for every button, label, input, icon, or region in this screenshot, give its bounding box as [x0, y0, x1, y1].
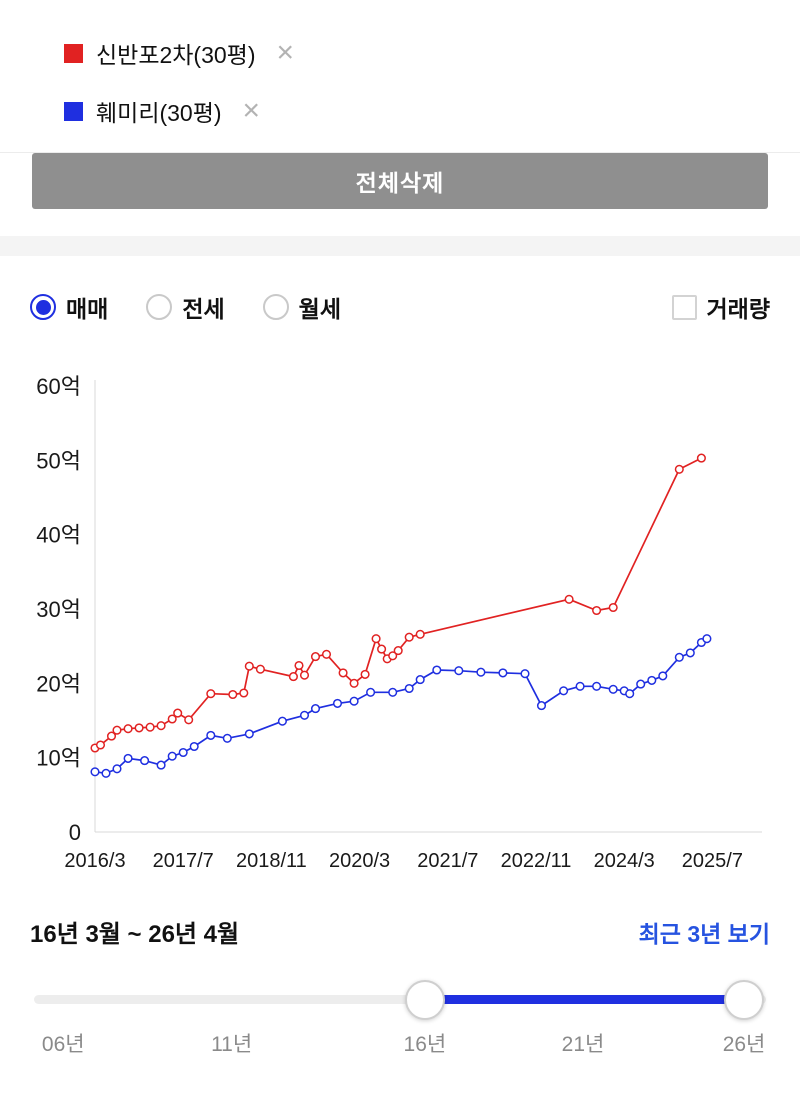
trade-type-controls: 매매 전세 월세 거래량 — [0, 256, 800, 348]
recent-3-years-link[interactable]: 최근 3년 보기 — [638, 920, 770, 947]
remove-series-icon[interactable]: × — [276, 36, 295, 69]
slider-tick-label: 16년 — [403, 1033, 447, 1056]
slider-tick-labels: 06년 11년 16년 21년 26년 — [34, 1028, 766, 1056]
radio-unselected-icon — [262, 294, 289, 320]
svg-text:40억: 40억 — [36, 523, 81, 548]
radio-option-jeonse[interactable]: 전세 — [146, 290, 225, 324]
slider-handle-left[interactable] — [404, 979, 445, 1020]
checkbox-label: 거래량 — [706, 296, 770, 322]
svg-text:20억: 20억 — [36, 671, 81, 696]
svg-text:50억: 50억 — [36, 448, 81, 473]
series-color-swatch-blue — [64, 101, 83, 121]
date-range-label: 16년 3월 ~ 26년 4월 — [30, 921, 240, 948]
year-range-slider: 06년 11년 16년 21년 26년 — [0, 979, 800, 1056]
radio-unselected-icon — [146, 294, 173, 320]
legend-item-2: 훼미리(30평) × — [0, 82, 800, 140]
legend-section: 신반포2차(30평) × 훼미리(30평) × — [0, 0, 800, 152]
volume-checkbox-option[interactable]: 거래량 — [671, 290, 770, 324]
slider-tick-label: 26년 — [722, 1033, 766, 1056]
price-chart: 60억 50억 40억 30억 20억 10억 0 2016/3 2017/7 2018/11 20… — [0, 348, 800, 882]
slider-track[interactable] — [34, 979, 766, 1020]
radio-label: 매매 — [66, 296, 109, 322]
slider-tick-label: 06년 — [41, 1033, 85, 1056]
radio-option-wolse[interactable]: 월세 — [262, 290, 341, 324]
svg-text:2021/7: 2021/7 — [417, 850, 478, 872]
svg-text:2016/3: 2016/3 — [64, 850, 125, 872]
delete-all-section: 전체삭제 — [0, 152, 800, 236]
radio-label: 월세 — [298, 296, 341, 322]
slider-tick-label: 21년 — [561, 1033, 605, 1056]
svg-text:10억: 10억 — [36, 746, 81, 771]
svg-text:2020/3: 2020/3 — [329, 850, 390, 872]
radio-option-maemae[interactable]: 매매 — [30, 290, 108, 324]
legend-item-1: 신반포2차(30평) × — [0, 24, 800, 82]
price-chart-svg: 60억 50억 40억 30억 20억 10억 0 2016/3 2017/7 2018/11 20… — [36, 374, 762, 872]
svg-text:30억: 30억 — [36, 597, 81, 622]
slider-handle-right[interactable] — [724, 979, 765, 1020]
svg-text:2017/7: 2017/7 — [153, 850, 214, 872]
series-label: 신반포2차(30평) — [96, 42, 256, 68]
svg-text:2025/7: 2025/7 — [682, 850, 743, 872]
slider-tick-label: 11년 — [211, 1033, 253, 1056]
svg-text:0: 0 — [69, 820, 81, 845]
svg-text:60억: 60억 — [36, 374, 81, 399]
svg-text:2018/11: 2018/11 — [236, 850, 307, 872]
series-label: 훼미리(30평) — [96, 100, 222, 126]
section-divider — [0, 236, 800, 256]
series-color-swatch-red — [64, 43, 83, 63]
checkbox-icon — [671, 294, 697, 320]
page: 신반포2차(30평) × 훼미리(30평) × 전체삭제 매매 전세 월세 거래… — [0, 0, 800, 1056]
radio-label: 전세 — [182, 296, 225, 322]
range-row: 16년 3월 ~ 26년 4월 최근 3년 보기 — [0, 914, 800, 949]
slider-active-range — [424, 995, 745, 1004]
remove-series-icon[interactable]: × — [242, 94, 261, 127]
svg-text:2022/11: 2022/11 — [501, 850, 572, 872]
svg-text:2024/3: 2024/3 — [594, 850, 655, 872]
radio-selected-icon — [30, 294, 56, 320]
delete-all-button[interactable]: 전체삭제 — [32, 153, 768, 209]
